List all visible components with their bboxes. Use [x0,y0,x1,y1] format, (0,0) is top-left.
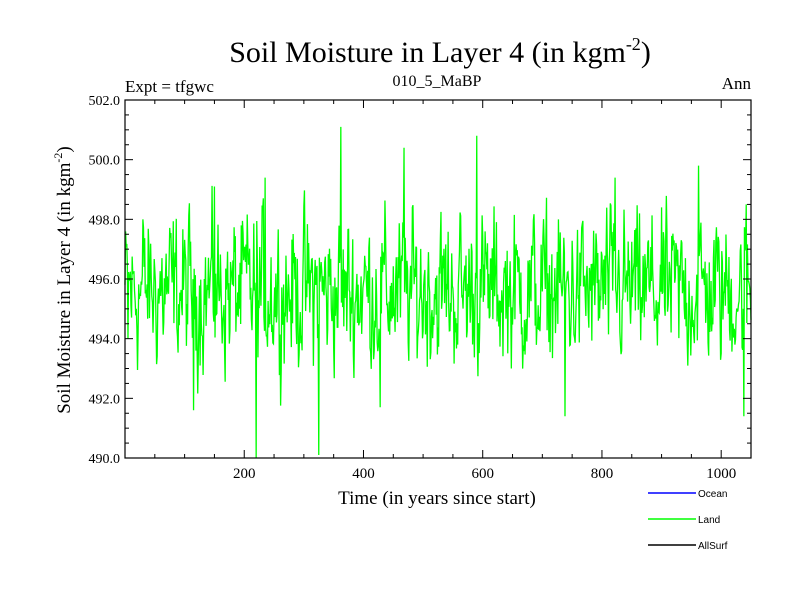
legend-label-allsurf: AllSurf [698,541,728,552]
chart-title-close: ) [641,36,651,69]
y-tick-label: 494.0 [89,333,121,348]
y-tick-label: 500.0 [89,154,121,169]
legend: Ocean Land AllSurf [648,489,728,552]
y-tick-label: 496.0 [89,273,121,288]
y-axis-label-sup: -2 [51,153,65,163]
chart-title-sup: -2 [626,34,641,54]
y-tick-label: 490.0 [89,452,121,467]
y-axis-label: Soil Moisture in Layer 4 (in kgm-2) [51,146,75,414]
y-tick-label: 492.0 [89,392,121,407]
subtitle-right: Ann [722,74,752,93]
x-tick-label: 200 [233,466,256,482]
chart-title: Soil Moisture in Layer 4 (in kgm-2) [229,34,651,69]
x-tick-label: 600 [471,466,494,482]
x-tick-label: 400 [352,466,375,482]
plot-frame [124,99,752,459]
x-tick-label: 800 [591,466,614,482]
series-line-land [124,126,752,459]
subtitle-left: Expt = tfgwc [125,77,214,96]
subtitle-center: 010_5_MaBP [393,73,482,90]
y-tick-label: 502.0 [89,94,121,109]
x-axis-label: Time (in years since start) [338,488,536,509]
legend-label-ocean: Ocean [698,489,727,500]
legend-label-land: Land [698,515,720,526]
x-tick-label: 1000 [706,466,736,482]
y-axis-label-close: ) [54,146,75,152]
y-tick-label: 498.0 [89,213,121,228]
